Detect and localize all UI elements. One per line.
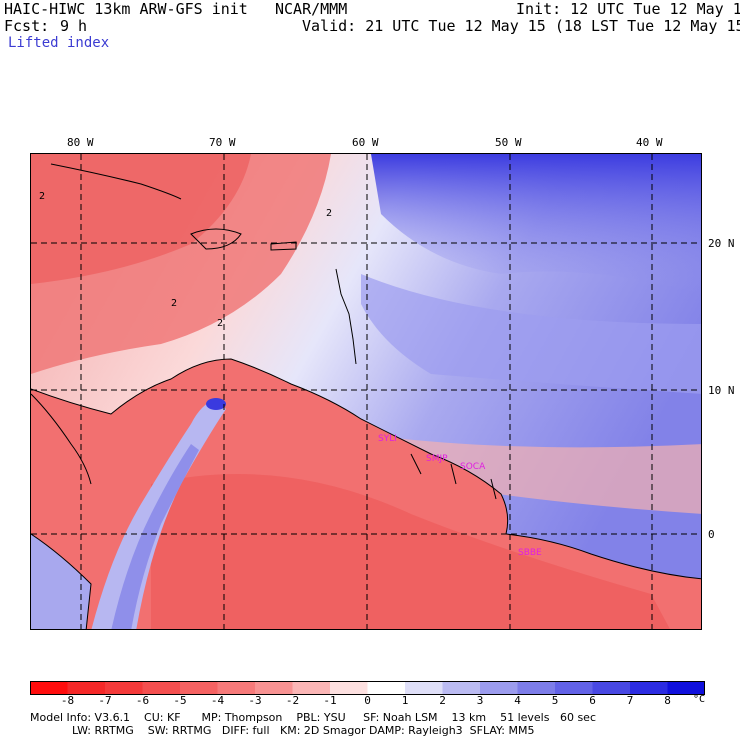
colorbar-tick-label: -3 bbox=[248, 694, 262, 707]
lifted-index-map: 2 2 2 2 SYLI SMJP SOCA SBBE bbox=[30, 153, 702, 630]
contour-label: 2 bbox=[217, 318, 223, 329]
colorbar-tick-label: -6 bbox=[135, 694, 150, 707]
lat-label-0: 0 bbox=[708, 528, 715, 541]
stable-region-ne bbox=[371, 154, 701, 294]
colorbar-swatch bbox=[480, 681, 518, 695]
amazon-core bbox=[151, 474, 670, 629]
lat-label-10n: 10 N bbox=[708, 384, 735, 397]
colorbar-swatch bbox=[667, 681, 705, 695]
central-america-coastline bbox=[31, 393, 92, 485]
colorbar-tick-label: -8 bbox=[60, 694, 75, 707]
colorbar-tick-label: -4 bbox=[210, 694, 225, 707]
colorbar-swatch bbox=[292, 681, 331, 695]
lat-label-20n: 20 N bbox=[708, 237, 735, 250]
colorbar-tick-label: 2 bbox=[439, 694, 446, 707]
colorbar-swatch bbox=[592, 681, 631, 695]
field-name: Lifted index bbox=[8, 35, 110, 51]
colorbar-swatch bbox=[30, 681, 68, 695]
stable-band bbox=[361, 274, 701, 394]
guianas-border bbox=[410, 453, 497, 500]
colorbar-frame bbox=[30, 681, 705, 695]
colorbar-swatch bbox=[142, 681, 181, 695]
colorbar-tick-label: -5 bbox=[173, 694, 187, 707]
contour-label: 2 bbox=[326, 208, 332, 219]
colorbar-tick-label: 3 bbox=[476, 694, 484, 707]
valid-time: Valid: 21 UTC Tue 12 May 15 (18 LST Tue … bbox=[302, 17, 740, 35]
puerto-rico-coastline bbox=[270, 241, 297, 251]
forecast-label: Fcst: bbox=[4, 17, 50, 35]
colorbar-swatch bbox=[405, 681, 443, 695]
colorbar-tick-label: -1 bbox=[323, 694, 337, 707]
lon-label-80w: 80 W bbox=[67, 136, 94, 149]
colorbar-swatch bbox=[330, 681, 368, 695]
center-name: NCAR/MMM bbox=[275, 0, 348, 18]
colorbar-tick-label: 5 bbox=[551, 694, 559, 707]
lon-label-70w: 70 W bbox=[209, 136, 236, 149]
colorbar-swatch bbox=[255, 681, 293, 695]
colorbar-swatch bbox=[180, 681, 218, 695]
colorbar-tick-label: -2 bbox=[285, 694, 300, 707]
colorbar-swatch bbox=[555, 681, 593, 695]
station-soca: SOCA bbox=[460, 462, 486, 472]
colorbar-tick-label: 7 bbox=[626, 694, 634, 707]
pacific-coastline bbox=[31, 533, 92, 629]
model-title: HAIC-HIWC 13km ARW-GFS init bbox=[4, 0, 248, 18]
hispaniola-coastline bbox=[190, 228, 242, 250]
cuba-coastline bbox=[50, 163, 182, 200]
colorbar-tick-label: 6 bbox=[589, 694, 596, 707]
south-america-coastline bbox=[31, 358, 701, 580]
caribbean-core bbox=[31, 154, 251, 284]
maracaibo-blob bbox=[206, 398, 226, 410]
colorbar-tick-label: 4 bbox=[514, 694, 521, 707]
forecast-hour: 9 h bbox=[60, 17, 88, 35]
lon-label-40w: 40 W bbox=[636, 136, 663, 149]
colorbar-swatch bbox=[67, 681, 106, 695]
colorbar-unit: °C bbox=[693, 694, 706, 705]
model-info-line2: LW: RRTMG SW: RRTMG DIFF: full KM: 2D Sm… bbox=[30, 724, 535, 737]
contour-label: 2 bbox=[39, 191, 45, 202]
colorbar-swatch bbox=[442, 681, 481, 695]
station-syli: SYLI bbox=[378, 434, 397, 444]
contour-label: 2 bbox=[171, 298, 177, 309]
station-sbbe: SBBE bbox=[518, 548, 542, 558]
pacific-stable bbox=[31, 534, 91, 629]
colorbar-tick-label: 8 bbox=[664, 694, 671, 707]
model-info-line1: Model Info: V3.6.1 CU: KF MP: Thompson P… bbox=[30, 711, 597, 724]
colorbar-swatch bbox=[517, 681, 556, 695]
colorbar-swatch bbox=[217, 681, 256, 695]
colorbar bbox=[30, 681, 705, 695]
andes-core bbox=[111, 444, 199, 629]
colorbar-tick-label: 0 bbox=[364, 694, 371, 707]
colorbar-tick-label: 1 bbox=[401, 694, 409, 707]
colorbar-swatch bbox=[630, 681, 668, 695]
equatorial-band bbox=[361, 434, 701, 514]
colorbar-tick-label: -7 bbox=[98, 694, 112, 707]
lon-label-60w: 60 W bbox=[352, 136, 379, 149]
init-time: Init: 12 UTC Tue 12 May 15 bbox=[516, 0, 740, 18]
lon-label-50w: 50 W bbox=[495, 136, 522, 149]
station-smjp: SMJP bbox=[426, 454, 448, 464]
colorbar-swatch bbox=[105, 681, 143, 695]
lesser-antilles bbox=[335, 268, 357, 365]
colorbar-swatch bbox=[367, 681, 406, 695]
